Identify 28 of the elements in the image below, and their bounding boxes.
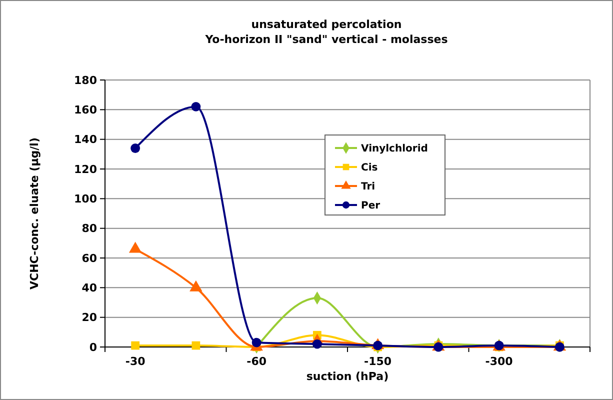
y-tick-label: 40: [82, 282, 98, 295]
chart-subtitle: Yo-horizon II "sand" vertical - molasses: [204, 33, 448, 46]
legend-label: Per: [361, 200, 380, 212]
x-tick-label: -300: [485, 355, 514, 368]
y-tick-label: 0: [89, 340, 98, 354]
x-tick-label: -150: [364, 355, 392, 368]
legend-label: Vinylchlorid: [361, 144, 428, 154]
x-tick-label: -60: [246, 355, 267, 368]
legend-label: Cis: [361, 162, 378, 174]
point: [131, 341, 140, 350]
y-tick-label: 20: [82, 311, 98, 324]
legend-label: Tri: [361, 182, 376, 192]
y-tick-label: 80: [82, 222, 98, 236]
y-tick-label: 140: [74, 133, 98, 146]
y-tick-label: 180: [74, 74, 98, 87]
y-axis-title: VCHC-conc. eluate (µg/l): [28, 138, 41, 290]
x-axis-title: suction (hPa): [306, 370, 389, 383]
point: [191, 102, 201, 112]
point: [252, 338, 262, 348]
point: [312, 339, 322, 349]
y-tick-label: 160: [74, 104, 98, 117]
point: [192, 341, 200, 350]
y-tick-label: 100: [74, 192, 98, 206]
y-tick-label: 120: [74, 162, 98, 176]
point: [130, 144, 140, 153]
x-tick-label: -30: [125, 355, 146, 368]
y-tick-label: 60: [82, 252, 98, 265]
chart-title: unsaturated percolation: [251, 18, 402, 31]
